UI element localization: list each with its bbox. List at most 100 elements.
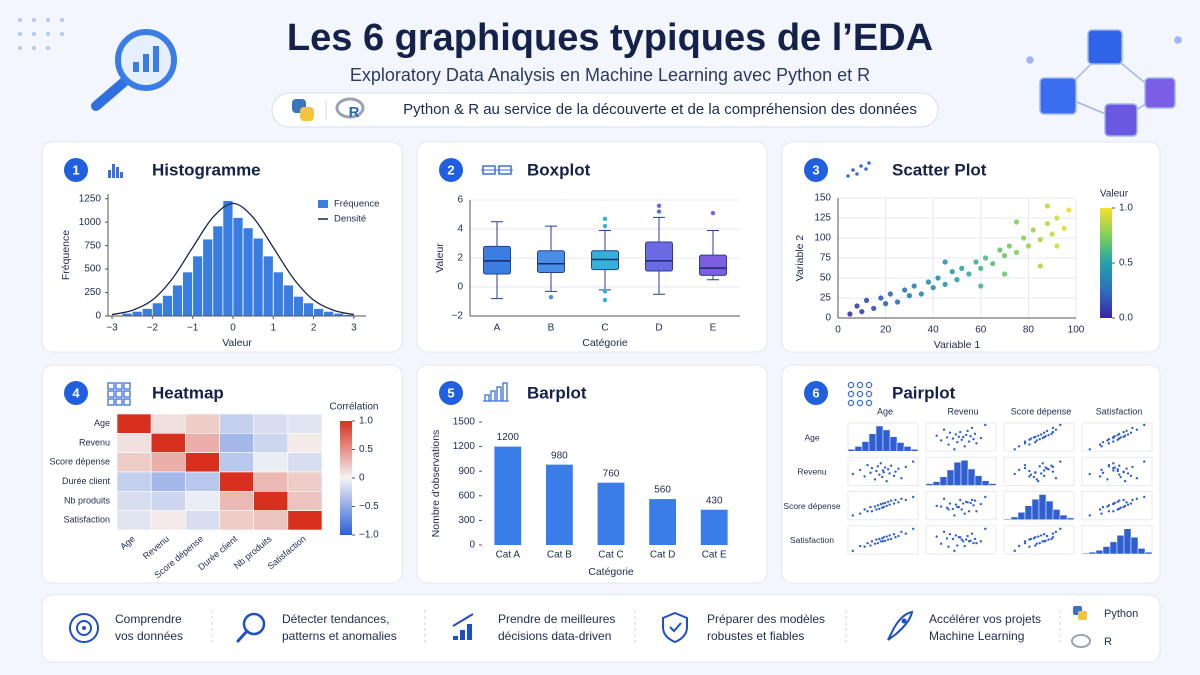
pair-point xyxy=(969,435,972,438)
pair-point xyxy=(954,503,958,506)
row-label: Satisfaction xyxy=(63,515,110,525)
pair-point xyxy=(1143,423,1146,427)
y-axis-label: Valeur xyxy=(434,243,446,273)
pair-point xyxy=(1123,504,1127,508)
pair-point xyxy=(858,512,862,515)
y-axis-label: Variable 2 xyxy=(794,235,806,282)
outlier xyxy=(602,216,608,222)
pair-hist-bar xyxy=(939,476,948,486)
pair-point xyxy=(1143,460,1146,463)
scatter-point xyxy=(954,277,960,283)
pair-point xyxy=(881,540,885,543)
scatter-point xyxy=(978,283,984,289)
pair-point xyxy=(1054,530,1058,534)
histogram-bar xyxy=(162,294,173,317)
x-tick-label: 100 xyxy=(1068,325,1085,336)
pair-point xyxy=(957,435,960,439)
colorbar-tick-label: 1.0 xyxy=(359,416,373,427)
pair-point xyxy=(1017,468,1021,472)
pair-cell xyxy=(1081,422,1153,452)
scatter-point xyxy=(918,291,924,297)
pair-point xyxy=(973,499,977,502)
python-logo xyxy=(292,99,314,121)
pair-point xyxy=(1017,544,1021,548)
pair-point xyxy=(1023,540,1027,543)
scatter-point xyxy=(1021,235,1027,241)
pair-point xyxy=(979,540,983,543)
histogram-bar xyxy=(182,271,194,317)
pair-point xyxy=(894,536,897,539)
heatmap-cell xyxy=(150,471,186,492)
pair-hist-bar xyxy=(1045,500,1054,520)
footer-icon xyxy=(452,613,474,627)
outlier xyxy=(602,289,608,294)
scatter-point xyxy=(978,265,984,271)
pair-point xyxy=(886,468,890,471)
x-tick-label: B xyxy=(548,323,555,334)
colorbar-tick-label: −1.0 xyxy=(359,530,379,541)
scatter-point xyxy=(854,303,860,309)
pair-point xyxy=(935,504,938,508)
pair-point xyxy=(1034,544,1037,547)
pair-point xyxy=(962,502,965,505)
pair-point xyxy=(942,497,946,500)
column-label: Score dépense xyxy=(1011,406,1072,416)
pair-point xyxy=(1116,468,1119,471)
pair-point xyxy=(1112,440,1115,443)
pair-point xyxy=(1038,465,1041,468)
heatmap-cell xyxy=(219,452,254,473)
pair-point xyxy=(953,514,956,517)
pair-point xyxy=(1037,535,1040,538)
pair-point xyxy=(870,540,874,543)
pair-point xyxy=(879,462,882,465)
pair-hist-bar xyxy=(953,461,962,486)
heatmap-cell xyxy=(287,452,323,473)
pair-point xyxy=(900,530,903,534)
pair-point xyxy=(875,538,878,541)
pair-point xyxy=(881,475,884,479)
pair-hist-bar xyxy=(981,480,990,486)
heatmap-cell xyxy=(287,491,323,511)
pair-point xyxy=(1125,501,1128,504)
pair-point xyxy=(1047,433,1050,437)
pair-point xyxy=(1135,477,1139,480)
pair-hist-bar xyxy=(1116,535,1125,555)
x-tick-label: −3 xyxy=(106,323,118,334)
x-tick-label: 80 xyxy=(1023,325,1035,336)
scatter-point xyxy=(942,259,948,265)
outlier xyxy=(710,210,716,216)
pair-point xyxy=(964,433,968,437)
lower-whisker xyxy=(545,272,557,292)
pair-point xyxy=(954,433,958,436)
pair-point xyxy=(866,510,869,513)
pair-point xyxy=(948,431,952,434)
pair-cell xyxy=(1003,422,1075,452)
pair-point xyxy=(873,505,877,508)
heatmap-cell xyxy=(116,413,152,434)
scatter-point xyxy=(1013,219,1020,225)
bar xyxy=(597,482,625,545)
upper-whisker xyxy=(707,229,719,256)
scatter-point xyxy=(990,261,996,267)
heatmap-cell xyxy=(253,433,289,453)
panel-title: Heatmap xyxy=(152,383,224,402)
pair-point xyxy=(892,533,896,536)
histogram-bar xyxy=(313,308,325,317)
pair-point xyxy=(1116,469,1119,473)
pair-cell xyxy=(847,525,919,555)
colorbar-title: Valeur xyxy=(1100,189,1129,200)
pair-point xyxy=(962,540,965,543)
pair-point xyxy=(1122,470,1125,473)
pair-point xyxy=(1042,431,1046,434)
heatmap-cell xyxy=(116,471,152,492)
y-tick-label: 0 xyxy=(469,540,475,551)
y-tick-label: 250 xyxy=(84,287,101,298)
pair-point xyxy=(904,532,908,535)
heatmap-cell xyxy=(185,452,220,473)
pair-point xyxy=(1038,541,1041,545)
pair-point xyxy=(951,437,955,440)
pair-point xyxy=(984,527,987,531)
pair-point xyxy=(945,537,949,540)
bar xyxy=(494,446,522,545)
pair-point xyxy=(1045,429,1049,433)
